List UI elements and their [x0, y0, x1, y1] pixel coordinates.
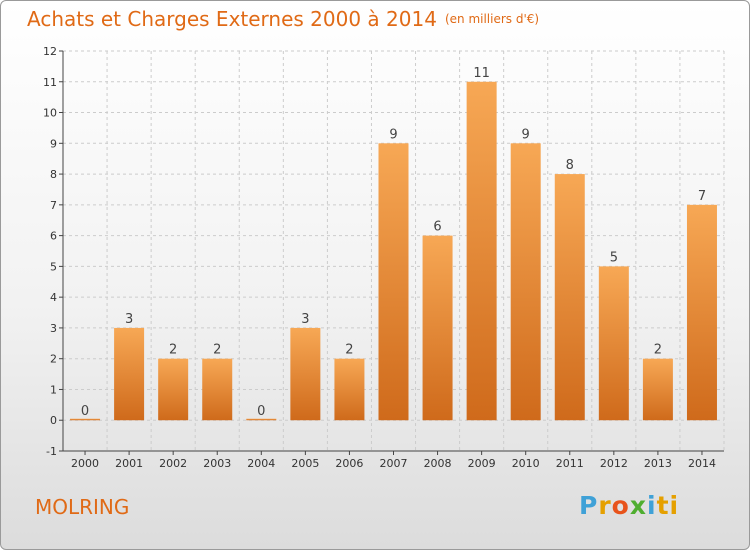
bar [70, 418, 101, 421]
x-tick-label: 2004 [247, 457, 275, 470]
commune-name: MOLRING [35, 495, 130, 519]
bar [554, 174, 585, 421]
data-label: 3 [125, 312, 133, 327]
x-tick-label: 2014 [688, 457, 716, 470]
data-label: 5 [610, 250, 618, 265]
y-tick-label: 7 [50, 199, 57, 212]
chart-title: Achats et Charges Externes 2000 à 2014 (e… [27, 7, 539, 31]
data-label: 0 [257, 404, 265, 419]
y-tick-label: 2 [50, 353, 57, 366]
logo-letter: P [579, 491, 599, 520]
logo-letter: i [647, 491, 657, 520]
logo-letter: x [629, 491, 647, 520]
bar [598, 266, 629, 421]
bar [510, 143, 541, 421]
data-label: 2 [169, 343, 177, 358]
data-labels: 0 3 2 2 0 3 2 9 6 11 9 8 5 2 7 [81, 66, 706, 419]
data-label: 11 [473, 66, 490, 81]
y-tick-label: 3 [50, 322, 57, 335]
bar [422, 235, 453, 421]
y-tick-label: 5 [50, 260, 57, 273]
bar [246, 418, 277, 421]
x-tick-label: 2008 [424, 457, 452, 470]
bar [642, 358, 673, 421]
y-tick-label: 1 [50, 383, 57, 396]
data-label: 9 [389, 127, 397, 142]
data-label: 6 [433, 220, 441, 235]
x-tick-label: 2007 [380, 457, 408, 470]
x-tick-label: 2006 [335, 457, 363, 470]
data-label: 2 [213, 343, 221, 358]
x-tick-label: 2010 [512, 457, 540, 470]
x-tick-label: 2001 [115, 457, 143, 470]
y-tick-label: -1 [46, 445, 57, 458]
data-label: 7 [698, 189, 706, 204]
chart-subtitle: (en milliers d'€) [444, 12, 540, 26]
x-tick-label: 2012 [600, 457, 628, 470]
y-tick-label: 6 [50, 230, 57, 243]
y-tick-label: 12 [43, 45, 57, 58]
x-tick-label: 2013 [644, 457, 672, 470]
logo-letter: r [598, 491, 612, 520]
logo-letter: o [611, 491, 630, 520]
proxiti-logo: Proxiti [579, 491, 679, 520]
bar [334, 358, 365, 421]
data-label: 3 [301, 312, 309, 327]
bar [202, 358, 233, 421]
bars [70, 81, 717, 421]
bar [290, 327, 321, 421]
x-tick-label: 2002 [159, 457, 187, 470]
y-tick-label: 0 [50, 414, 57, 427]
bar [686, 204, 717, 421]
logo-letter: ti [656, 491, 680, 520]
data-label: 0 [81, 404, 89, 419]
x-tick-label: 2003 [203, 457, 231, 470]
y-tick-label: 8 [50, 168, 57, 181]
y-tick-label: 11 [43, 76, 57, 89]
x-tick-label: 2005 [291, 457, 319, 470]
x-tick-label: 2000 [71, 457, 99, 470]
data-label: 8 [566, 158, 574, 173]
chart-title-text: Achats et Charges Externes 2000 à 2014 [27, 7, 437, 31]
y-tick-label: 9 [50, 137, 57, 150]
data-label: 2 [654, 343, 662, 358]
data-label: 2 [345, 343, 353, 358]
bar [158, 358, 189, 421]
x-tick-label: 2011 [556, 457, 584, 470]
bar [114, 327, 145, 421]
y-tick-label: 4 [50, 291, 57, 304]
bar [378, 143, 409, 421]
x-tick-label: 2009 [468, 457, 496, 470]
data-label: 9 [522, 127, 530, 142]
y-tick-label: 10 [43, 107, 57, 120]
bar [466, 81, 497, 421]
